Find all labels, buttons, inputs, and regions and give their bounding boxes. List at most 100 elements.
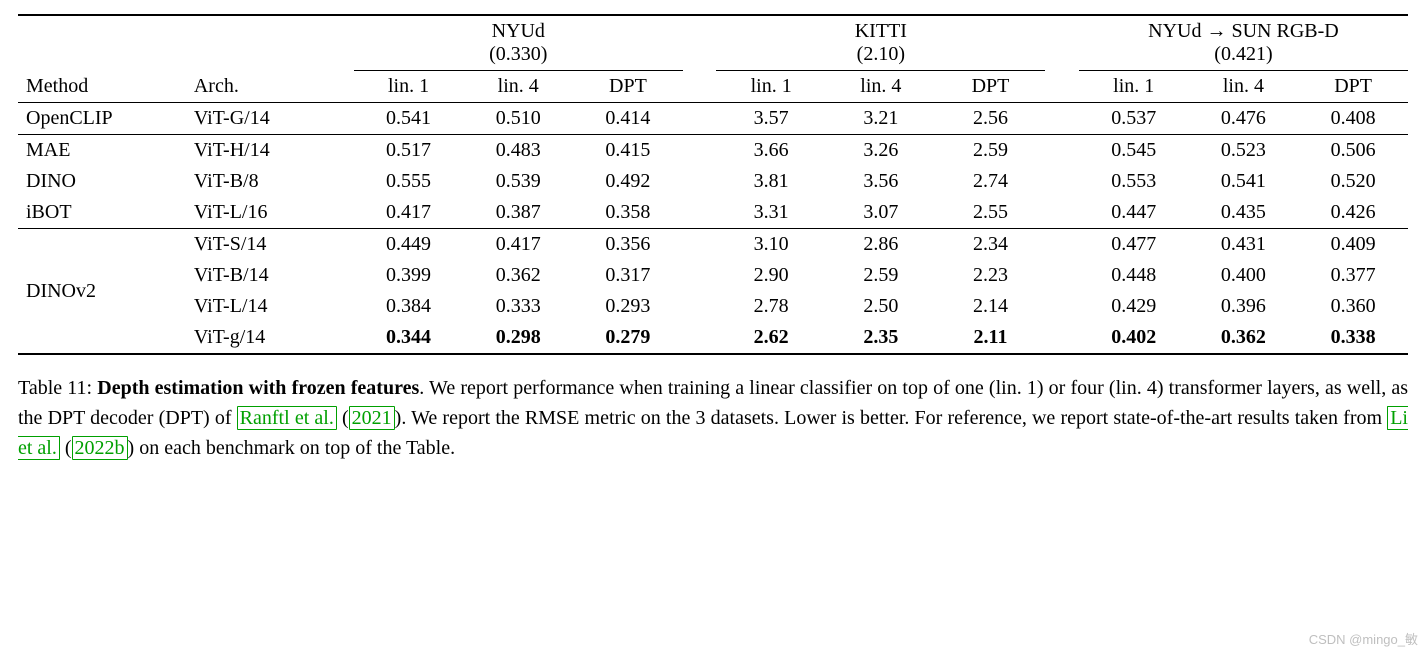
table-row: DINOv2ViT-S/140.4490.4170.3563.102.862.3… <box>18 229 1408 261</box>
table-row: ViT-L/140.3840.3330.293 2.782.502.14 0.429… <box>18 291 1408 322</box>
value-cell: 2.14 <box>936 291 1046 322</box>
value-cell: 0.483 <box>463 135 573 167</box>
value-cell: 3.26 <box>826 135 936 167</box>
col-lin1: lin. 1 <box>1079 71 1189 103</box>
value-cell: 0.356 <box>573 229 683 261</box>
value-cell: 0.414 <box>573 103 683 135</box>
group-sub: (0.330) <box>489 43 547 65</box>
value-cell: 0.447 <box>1079 197 1189 229</box>
value-cell: 0.362 <box>1189 322 1299 354</box>
value-cell: 0.541 <box>1189 166 1299 197</box>
value-cell: 0.408 <box>1298 103 1408 135</box>
group-header-sunrgbd: NYUd → SUN RGB-D (0.421) <box>1079 15 1408 71</box>
value-cell: 0.415 <box>573 135 683 167</box>
value-cell: 0.476 <box>1189 103 1299 135</box>
col-lin1: lin. 1 <box>354 71 464 103</box>
value-cell: 3.21 <box>826 103 936 135</box>
citation-ranftl[interactable]: Ranftl et al. <box>237 406 337 430</box>
col-lin4: lin. 4 <box>1189 71 1299 103</box>
value-cell: 0.537 <box>1079 103 1189 135</box>
value-cell: 0.362 <box>463 260 573 291</box>
col-lin4: lin. 4 <box>826 71 936 103</box>
value-cell: 0.333 <box>463 291 573 322</box>
col-lin4: lin. 4 <box>463 71 573 103</box>
value-cell: 2.23 <box>936 260 1046 291</box>
value-cell: 0.338 <box>1298 322 1408 354</box>
arch-cell: ViT-g/14 <box>186 322 354 354</box>
value-cell: 0.279 <box>573 322 683 354</box>
value-cell: 2.78 <box>716 291 826 322</box>
arch-cell: ViT-L/14 <box>186 291 354 322</box>
value-cell: 0.541 <box>354 103 464 135</box>
value-cell: 0.553 <box>1079 166 1189 197</box>
group-title: KITTI <box>855 20 907 42</box>
value-cell: 0.377 <box>1298 260 1408 291</box>
value-cell: 3.07 <box>826 197 936 229</box>
caption-label: Table 11: <box>18 377 92 399</box>
method-cell: DINO <box>18 166 186 197</box>
value-cell: 0.426 <box>1298 197 1408 229</box>
method-cell: DINOv2 <box>18 229 186 355</box>
value-cell: 0.506 <box>1298 135 1408 167</box>
value-cell: 0.317 <box>573 260 683 291</box>
value-cell: 0.448 <box>1079 260 1189 291</box>
col-arch: Arch. <box>186 71 354 103</box>
value-cell: 2.50 <box>826 291 936 322</box>
arch-cell: ViT-L/16 <box>186 197 354 229</box>
value-cell: 0.387 <box>463 197 573 229</box>
method-cell: MAE <box>18 135 186 167</box>
value-cell: 0.431 <box>1189 229 1299 261</box>
value-cell: 3.31 <box>716 197 826 229</box>
table-row: DINOViT-B/80.5550.5390.4923.813.562.740.… <box>18 166 1408 197</box>
table-row: iBOTViT-L/160.4170.3870.3583.313.072.550… <box>18 197 1408 229</box>
value-cell: 0.520 <box>1298 166 1408 197</box>
column-header-row: Method Arch. lin. 1 lin. 4 DPT lin. 1 li… <box>18 71 1408 103</box>
value-cell: 0.492 <box>573 166 683 197</box>
value-cell: 0.429 <box>1079 291 1189 322</box>
value-cell: 0.477 <box>1079 229 1189 261</box>
value-cell: 2.56 <box>936 103 1046 135</box>
col-method: Method <box>18 71 186 103</box>
value-cell: 0.417 <box>354 197 464 229</box>
value-cell: 3.81 <box>716 166 826 197</box>
citation-li-year[interactable]: 2022b <box>72 436 128 460</box>
group-header-nyud: NYUd (0.330) <box>354 15 683 71</box>
value-cell: 0.293 <box>573 291 683 322</box>
value-cell: 2.11 <box>936 322 1046 354</box>
caption-title: Depth estimation with frozen features <box>97 377 419 399</box>
value-cell: 0.517 <box>354 135 464 167</box>
arch-cell: ViT-G/14 <box>186 103 354 135</box>
col-dpt: DPT <box>936 71 1046 103</box>
value-cell: 0.435 <box>1189 197 1299 229</box>
method-cell: iBOT <box>18 197 186 229</box>
value-cell: 3.10 <box>716 229 826 261</box>
value-cell: 3.66 <box>716 135 826 167</box>
col-dpt: DPT <box>1298 71 1408 103</box>
watermark: CSDN @mingo_敏 <box>1309 629 1418 648</box>
group-header-kitti: KITTI (2.10) <box>716 15 1045 71</box>
value-cell: 0.539 <box>463 166 573 197</box>
table-row: OpenCLIPViT-G/140.5410.5100.4143.573.212… <box>18 103 1408 135</box>
value-cell: 3.57 <box>716 103 826 135</box>
group-sub: (2.10) <box>857 43 905 65</box>
table-row: ViT-g/140.3440.2980.2792.622.352.110.402… <box>18 322 1408 354</box>
results-table: NYUd (0.330) KITTI (2.10) NYUd → SUN RGB… <box>18 14 1408 355</box>
group-title: NYUd → SUN RGB-D <box>1148 20 1339 42</box>
arch-cell: ViT-B/8 <box>186 166 354 197</box>
value-cell: 0.360 <box>1298 291 1408 322</box>
value-cell: 0.298 <box>463 322 573 354</box>
value-cell: 2.74 <box>936 166 1046 197</box>
value-cell: 0.545 <box>1079 135 1189 167</box>
table-row: MAEViT-H/140.5170.4830.4153.663.262.590.… <box>18 135 1408 167</box>
value-cell: 0.399 <box>354 260 464 291</box>
citation-ranftl-year[interactable]: 2021 <box>349 406 395 430</box>
value-cell: 0.555 <box>354 166 464 197</box>
arch-cell: ViT-S/14 <box>186 229 354 261</box>
group-sub: (0.421) <box>1214 43 1272 65</box>
group-title: NYUd <box>492 20 545 42</box>
value-cell: 2.86 <box>826 229 936 261</box>
value-cell: 0.384 <box>354 291 464 322</box>
value-cell: 0.396 <box>1189 291 1299 322</box>
value-cell: 2.59 <box>826 260 936 291</box>
value-cell: 2.55 <box>936 197 1046 229</box>
